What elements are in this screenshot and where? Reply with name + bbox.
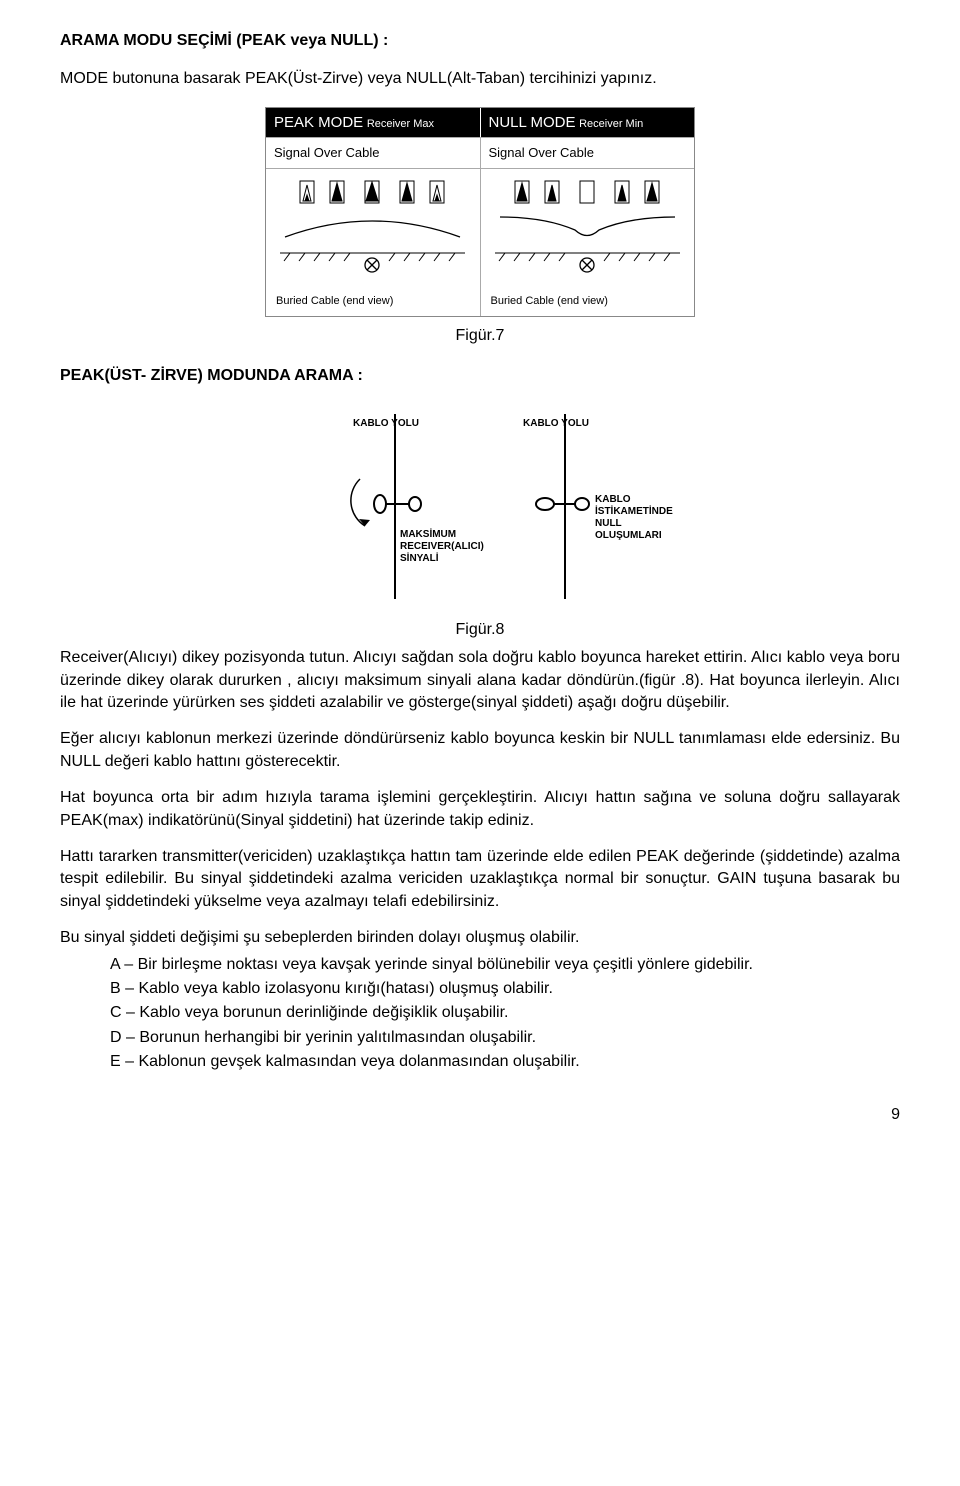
fig7-buried-right: Buried Cable (end view) (485, 292, 691, 311)
intro-paragraph: MODE butonuna basarak PEAK(Üst-Zirve) ve… (60, 68, 900, 90)
fig7-soc-left: Signal Over Cable (266, 137, 481, 168)
fig7-header-left: PEAK MODE Receiver Max (266, 108, 481, 137)
reason-list: A – Bir birleşme noktası veya kavşak yer… (110, 954, 900, 1074)
section-peak-arama: PEAK(ÜST- ZİRVE) MODUNDA ARAMA : (60, 365, 900, 387)
fig7-header-right-sub: Receiver Min (579, 118, 643, 130)
body-paragraph-1: Receiver(Alıcıyı) dikey pozisyonda tutun… (60, 647, 900, 714)
fig8-ky-left: KABLO YOLU (353, 418, 419, 429)
fig7-buried-left: Buried Cable (end view) (270, 292, 476, 311)
page-title: ARAMA MODU SEÇİMİ (PEAK veya NULL) : (60, 30, 900, 52)
fig8-max2: RECEIVER(ALICI) (400, 541, 484, 552)
figure8-caption: Figür.8 (60, 619, 900, 641)
list-item-e: E – Kablonun gevşek kalmasından veya dol… (110, 1051, 900, 1073)
fig8-ky-right: KABLO YOLU (523, 418, 589, 429)
figure-8: KABLO YOLU KABLO YOLU MAKSİMUM RECEIVER(… (60, 404, 900, 611)
body-paragraph-4: Hattı tararken transmitter(vericiden) uz… (60, 846, 900, 913)
fig7-header-left-main: PEAK MODE (274, 114, 363, 131)
fig7-header-right-main: NULL MODE (489, 114, 576, 131)
fig8-max1: MAKSİMUM (400, 527, 456, 540)
fig8-null1: KABLO (595, 494, 631, 505)
fig8-null4: OLUŞUMLARI (595, 530, 662, 541)
fig8-svg: KABLO YOLU KABLO YOLU MAKSİMUM RECEIVER(… (265, 404, 695, 604)
fig7-header-left-sub: Receiver Max (367, 118, 434, 130)
body-paragraph-3: Hat boyunca orta bir adım hızıyla tarama… (60, 787, 900, 832)
page-number: 9 (60, 1104, 900, 1126)
fig8-max3: SİNYALİ (400, 551, 439, 564)
fig7-header-right: NULL MODE Receiver Min (481, 108, 695, 137)
fig7-left-svg (270, 175, 475, 285)
fig7-soc-right: Signal Over Cable (481, 137, 695, 168)
fig7-left-panel: Buried Cable (end view) (266, 168, 481, 316)
fig8-null3: NULL (595, 518, 622, 529)
fig8-null2: İSTİKAMETİNDE (595, 504, 673, 517)
body-paragraph-2: Eğer alıcıyı kablonun merkezi üzerinde d… (60, 728, 900, 773)
figure-7: PEAK MODE Receiver Max NULL MODE Receive… (60, 107, 900, 317)
body-paragraph-5: Bu sinyal şiddeti değişimi şu sebeplerde… (60, 927, 900, 949)
figure7-caption: Figür.7 (60, 325, 900, 347)
fig7-right-panel: Buried Cable (end view) (481, 168, 695, 316)
list-item-b: B – Kablo veya kablo izolasyonu kırığı(h… (110, 978, 900, 1000)
list-item-c: C – Kablo veya borunun derinliğinde deği… (110, 1002, 900, 1024)
fig7-right-svg (485, 175, 690, 285)
list-item-d: D – Borunun herhangibi bir yerinin yalıt… (110, 1027, 900, 1049)
list-item-a: A – Bir birleşme noktası veya kavşak yer… (60, 954, 900, 976)
